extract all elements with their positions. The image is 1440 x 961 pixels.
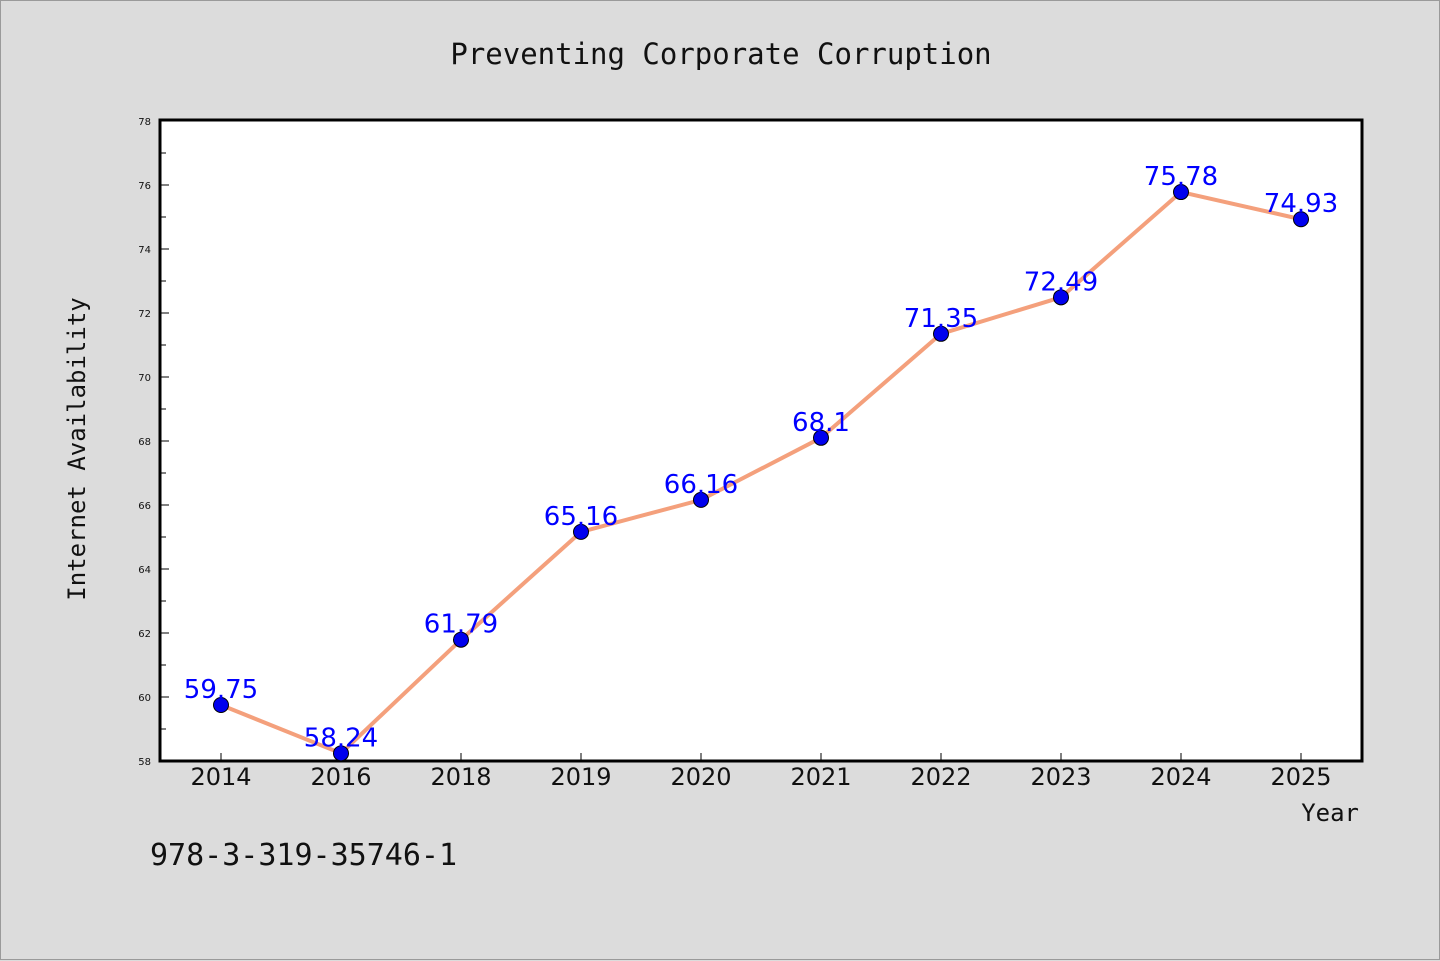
x-tick-label: 2021 — [790, 763, 851, 791]
y-tick-label: 76 — [138, 181, 151, 192]
series-group: 59.75 58.24 61.79 65.16 66.16 68.1 71.35 72.49 7… — [184, 162, 1338, 762]
x-tick-label: 2016 — [310, 763, 371, 791]
data-point — [333, 745, 349, 762]
data-label: 58.24 — [304, 723, 378, 753]
x-tick-label: 2023 — [1030, 763, 1091, 791]
x-tick-label: 2018 — [430, 763, 491, 791]
data-label: 61.79 — [424, 610, 498, 640]
data-point — [1053, 289, 1069, 306]
x-tick-label: 2014 — [190, 763, 251, 791]
data-point — [1293, 211, 1309, 228]
x-axis-label: Year — [1301, 799, 1359, 827]
y-tick-label: 74 — [138, 245, 151, 256]
footer-code: 978-3-319-35746-1 — [150, 838, 457, 873]
x-tick-label: 2024 — [1150, 763, 1211, 791]
series-line — [219, 190, 1303, 756]
data-point — [933, 325, 949, 342]
data-point — [213, 697, 229, 713]
data-label: 71.35 — [904, 304, 978, 334]
data-label: 68.1 — [792, 408, 850, 438]
y-tick-label: 60 — [138, 693, 151, 704]
y-tick-label: 78 — [138, 117, 151, 128]
y-tick-label: 70 — [138, 373, 151, 384]
data-label: 66.16 — [664, 470, 738, 500]
data-point — [453, 631, 469, 648]
data-point — [1173, 184, 1189, 201]
data-label: 59.75 — [184, 675, 258, 705]
x-tick-label: 2022 — [910, 763, 971, 791]
x-tick-label: 2019 — [550, 763, 611, 791]
x-tick-label: 2025 — [1270, 763, 1331, 791]
plot-area — [158, 118, 1364, 763]
data-label: 72.49 — [1024, 267, 1098, 297]
y-tick-label: 72 — [138, 309, 151, 320]
y-tick-label: 68 — [138, 437, 151, 448]
y-tick-label: 58 — [138, 757, 151, 768]
data-point — [813, 429, 829, 446]
y-axis: 58 60 62 64 66 68 70 72 74 76 78 — [138, 117, 169, 768]
data-point — [693, 491, 709, 508]
data-label: 74.93 — [1264, 189, 1338, 219]
chart-title: Preventing Corporate Corruption — [450, 37, 991, 71]
y-tick-label: 66 — [138, 501, 151, 512]
x-axis: 2014 2016 2018 2019 2020 2021 2022 2023 2024 2025 — [190, 753, 1332, 791]
data-label: 65.16 — [544, 502, 618, 532]
y-tick-label: 62 — [138, 629, 151, 640]
data-point — [573, 523, 589, 540]
data-label: 75.78 — [1144, 162, 1218, 192]
y-axis-label: Internet Availability — [63, 297, 91, 600]
y-tick-label: 64 — [138, 565, 151, 576]
x-tick-label: 2020 — [670, 763, 731, 791]
